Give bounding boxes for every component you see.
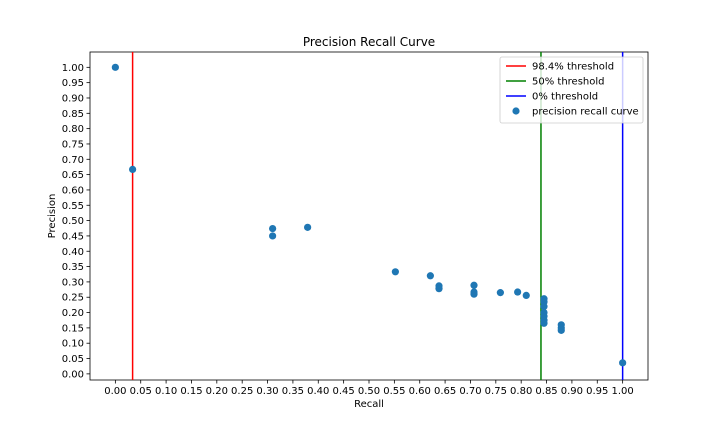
x-tick-label: 0.15 (180, 386, 202, 397)
data-point (129, 165, 137, 174)
legend-label: 0% threshold (532, 92, 598, 103)
y-axis-label: Precision (47, 194, 58, 239)
x-tick-label: 0.30 (256, 386, 278, 397)
x-tick-label: 0.40 (307, 386, 329, 397)
x-tick-label: 0.85 (535, 386, 557, 397)
y-tick-label: 0.35 (62, 262, 84, 273)
y-tick-label: 0.40 (62, 247, 84, 258)
y-tick-label: 0.05 (62, 354, 84, 365)
x-axis-label: Recall (354, 399, 384, 410)
data-point (391, 268, 399, 276)
legend-marker (512, 107, 520, 115)
plot-area: 0.00 0.05 0.10 0.15 0.20 0.25 0.30 0.35 0.40 0.45… (62, 51, 649, 397)
x-tick-label: 1.00 (612, 386, 634, 397)
x-tick-label: 0.60 (409, 386, 431, 397)
data-point (269, 232, 277, 240)
x-tick-label: 0.00 (104, 386, 126, 397)
y-tick-label: 0.60 (62, 185, 84, 196)
y-tick-label: 0.45 (62, 231, 84, 242)
y-tick-label: 0.95 (62, 78, 84, 89)
legend-label: 50% threshold (532, 77, 605, 88)
y-tick-label: 0.55 (62, 201, 84, 212)
data-point (304, 223, 312, 231)
y-tick-label: 0.70 (62, 155, 84, 166)
data-point (514, 288, 522, 296)
data-point (470, 290, 478, 298)
y-tick-label: 0.15 (62, 323, 84, 334)
y-tick-label: 0.25 (62, 293, 84, 304)
x-tick-label: 0.90 (561, 386, 583, 397)
data-point (540, 319, 548, 327)
data-point (470, 281, 478, 289)
y-tick-label: 0.00 (62, 369, 84, 380)
x-tick-label: 0.10 (155, 386, 177, 397)
data-point (111, 63, 119, 71)
data-point (522, 291, 530, 299)
y-tick-label: 0.30 (62, 277, 84, 288)
data-point (540, 302, 548, 311)
data-point (496, 289, 504, 297)
x-tick-label: 0.55 (383, 386, 405, 397)
x-tick-label: 0.35 (282, 386, 304, 397)
x-tick-label: 0.25 (231, 386, 253, 397)
x-tick-label: 0.80 (510, 386, 532, 397)
y-tick-label: 0.80 (62, 124, 84, 135)
data-point (435, 285, 443, 293)
x-tick-label: 0.65 (434, 386, 456, 397)
y-tick-label: 0.75 (62, 139, 84, 150)
legend-label: precision recall curve (532, 107, 639, 118)
data-point (557, 326, 565, 334)
legend: 98.4% threshold 50% threshold 0% threshold… (499, 56, 644, 124)
y-tick-label: 0.90 (62, 93, 84, 104)
legend-label: 98.4% threshold (532, 62, 614, 73)
x-tick-label: 0.45 (333, 386, 355, 397)
y-tick-label: 0.65 (62, 170, 84, 181)
x-tick-label: 0.75 (485, 386, 507, 397)
x-tick-label: 0.70 (459, 386, 481, 397)
y-tick-label: 0.85 (62, 109, 84, 120)
legend-box (499, 56, 644, 124)
x-tick-label: 0.50 (358, 386, 380, 397)
data-point (426, 272, 434, 280)
data-point (269, 224, 277, 233)
y-tick-label: 0.20 (62, 308, 84, 319)
y-tick-label: 0.50 (62, 216, 84, 227)
y-tick-label: 1.00 (62, 63, 84, 74)
y-tick-label: 0.10 (62, 339, 84, 350)
x-tick-label: 0.05 (130, 386, 152, 397)
data-point (619, 359, 627, 367)
chart-title: Precision Recall Curve (303, 35, 435, 49)
x-tick-label: 0.20 (206, 386, 228, 397)
x-tick-label: 0.95 (586, 386, 608, 397)
